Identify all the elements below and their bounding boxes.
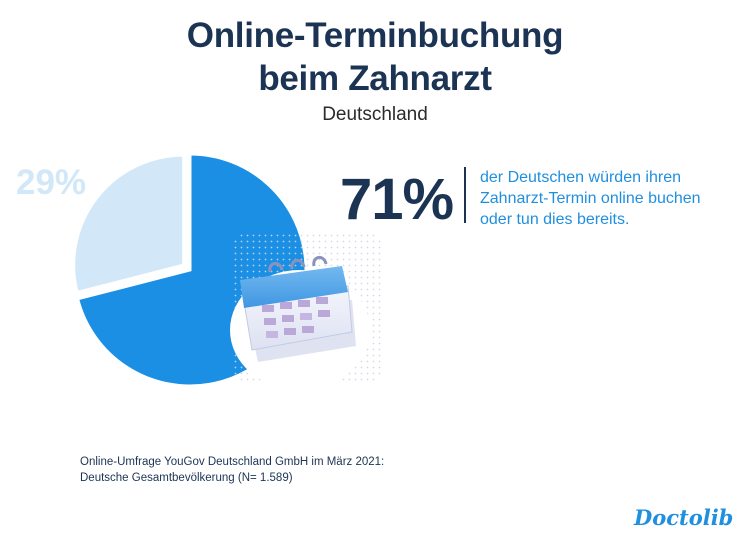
divider (464, 167, 466, 223)
source-line-1: Online-Umfrage YouGov Deutschland GmbH i… (80, 456, 385, 468)
title-line-1: Online-Terminbuchung (186, 16, 564, 55)
highlight-value: 71% (340, 167, 454, 232)
source-note: Online-Umfrage YouGov Deutschland GmbH i… (80, 454, 384, 486)
highlight-description: der Deutschen würden ihren Zahnarzt-Term… (480, 167, 740, 230)
source-line-2: Deutsche Gesamtbevölkerung (N= 1.589) (80, 472, 293, 484)
calendar-icon (230, 256, 370, 390)
pie-label-29: 29% (16, 163, 87, 202)
doctolib-logo: Doctolib (634, 505, 734, 530)
chart-title: Online-Terminbuchung beim Zahnarzt (0, 14, 750, 100)
description-line: Zahnarzt-Termin online buchen (480, 190, 701, 207)
title-line-2: beim Zahnarzt (258, 59, 492, 98)
pie-slice-29 (72, 153, 186, 295)
description-line: der Deutschen würden ihren (480, 169, 682, 186)
chart-subtitle: Deutschland (322, 104, 428, 125)
description-line: oder tun dies bereits. (480, 211, 630, 228)
pie-chart (72, 152, 382, 390)
